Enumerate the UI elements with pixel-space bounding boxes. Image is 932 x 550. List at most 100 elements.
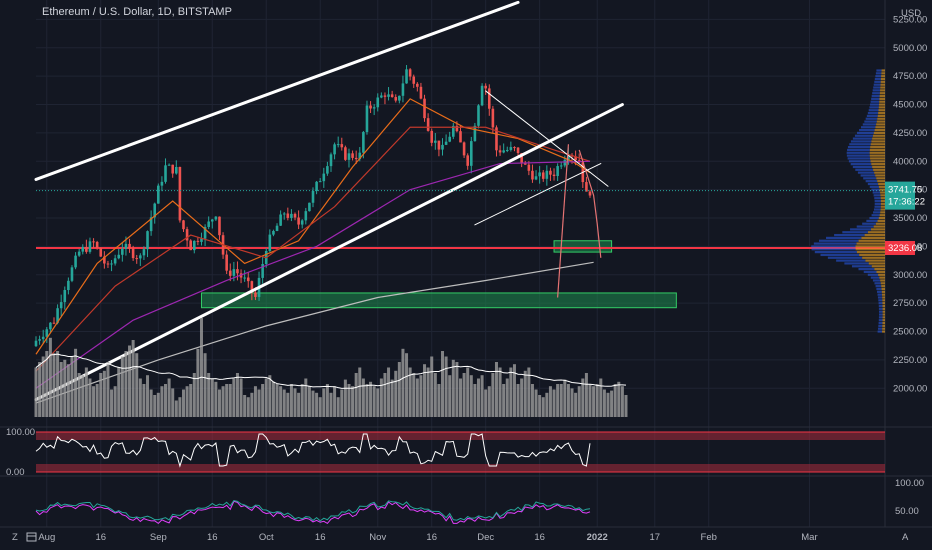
price-pane[interactable]: [34, 0, 885, 404]
volume-bar: [81, 375, 85, 417]
stoch-pane[interactable]: 100.00 50.00: [35, 478, 924, 525]
volume-bar: [610, 390, 614, 417]
profile-bar-up: [878, 324, 883, 327]
volume-bar: [545, 392, 549, 417]
volume-bar: [505, 378, 509, 417]
volume-bar: [124, 351, 128, 417]
profile-bar-down: [880, 89, 885, 92]
candle-body: [487, 88, 491, 109]
volume-bar: [473, 384, 477, 417]
profile-bar-up: [856, 225, 874, 228]
candle-body: [340, 144, 344, 148]
candle-body: [585, 182, 588, 192]
stoch-d-line: [35, 500, 591, 525]
volume-bar: [189, 384, 193, 417]
candle-body: [444, 141, 448, 145]
profile-bar-down: [874, 128, 885, 132]
candle-body: [110, 263, 113, 265]
time-axis[interactable]: Aug 16 Sep 16 Oct 16 Nov 16 Dec 16 2022 17 Feb Mar: [38, 532, 817, 543]
volume-bar: [63, 359, 67, 417]
profile-bar-down: [871, 140, 885, 143]
candle-body: [473, 125, 477, 142]
volume-bar: [415, 378, 419, 417]
profile-bar-down: [882, 293, 885, 296]
price-tick-label: 2500.00: [893, 327, 927, 338]
volume-bar: [192, 373, 196, 417]
volume-bars: [34, 318, 628, 417]
time-tick-label: Oct: [259, 532, 274, 543]
candle-body: [103, 256, 106, 264]
last-price-value: 3741.75: [888, 185, 922, 196]
candle-body: [203, 226, 207, 239]
profile-bar-up: [871, 94, 880, 98]
volume-bar: [426, 367, 430, 417]
candle-body: [390, 94, 394, 98]
volume-bar: [502, 384, 506, 417]
volume-bar: [602, 389, 606, 417]
auto-scale-button[interactable]: A: [902, 532, 909, 543]
profile-bar-up: [860, 174, 876, 177]
support-price-tag[interactable]: [885, 241, 915, 255]
profile-bar-down: [880, 197, 885, 200]
candle-body: [563, 159, 567, 166]
candle-body: [318, 181, 322, 183]
profile-bar-up: [878, 299, 883, 302]
volume-bar: [110, 389, 114, 417]
volume-bar: [459, 378, 462, 417]
volume-bar: [588, 384, 592, 417]
rsi-pane[interactable]: 100.00 0.00: [6, 427, 885, 478]
candle-body: [77, 251, 81, 256]
volume-bar: [52, 353, 56, 417]
time-tick-label: 17: [649, 532, 660, 543]
volume-bar: [574, 392, 578, 417]
volume-bar: [56, 351, 60, 417]
candle-body: [157, 185, 160, 204]
volume-bar: [383, 373, 387, 417]
profile-bar-down: [879, 92, 885, 95]
volume-bar: [41, 356, 45, 417]
candle-body: [52, 322, 56, 324]
profile-bar-up: [826, 236, 862, 240]
profile-bar-up: [865, 117, 878, 120]
stoch-tick-label: 50.00: [895, 506, 919, 517]
profile-bar-up: [814, 250, 857, 254]
volume-bar: [149, 389, 153, 417]
profile-bar-down: [878, 106, 885, 109]
price-tick-label: 4250.00: [893, 128, 927, 139]
profile-bar-down: [881, 72, 885, 75]
candle-body: [552, 174, 556, 177]
profile-bar-down: [880, 80, 885, 83]
volume-bar: [164, 384, 168, 417]
z-button[interactable]: Z: [12, 532, 18, 543]
profile-bar-down: [877, 219, 885, 222]
profile-bar-down: [880, 202, 885, 205]
candle-body: [41, 336, 45, 340]
volume-bar: [448, 375, 452, 417]
profile-bar-up: [877, 296, 883, 299]
volume-bar: [437, 384, 441, 417]
goto-date-icon[interactable]: [26, 532, 37, 542]
volume-bar: [523, 370, 527, 417]
profile-bar-up: [878, 302, 883, 305]
rsi-line: [35, 433, 591, 468]
candle-body: [398, 95, 401, 101]
profile-bar-up: [867, 182, 879, 186]
last-price-tag[interactable]: [885, 181, 915, 210]
volume-bar: [538, 395, 542, 417]
profile-bar-up: [874, 282, 881, 285]
price-axis[interactable]: 2000.002250.002500.002750.003000.003250.…: [885, 14, 927, 394]
volume-bar: [146, 375, 150, 417]
profile-bar-down: [875, 174, 885, 177]
profile-bar-down: [882, 304, 885, 308]
volume-bar: [210, 378, 214, 417]
volume-bar: [354, 373, 358, 417]
profile-bar-down: [882, 307, 885, 310]
time-tick-label: Nov: [369, 532, 386, 543]
candle-body: [498, 150, 502, 153]
trendline: [474, 163, 602, 226]
volume-bar: [620, 386, 624, 417]
support-zone: [200, 292, 677, 309]
price-tick-label: 3000.00: [893, 270, 927, 281]
candle-body: [164, 165, 167, 182]
